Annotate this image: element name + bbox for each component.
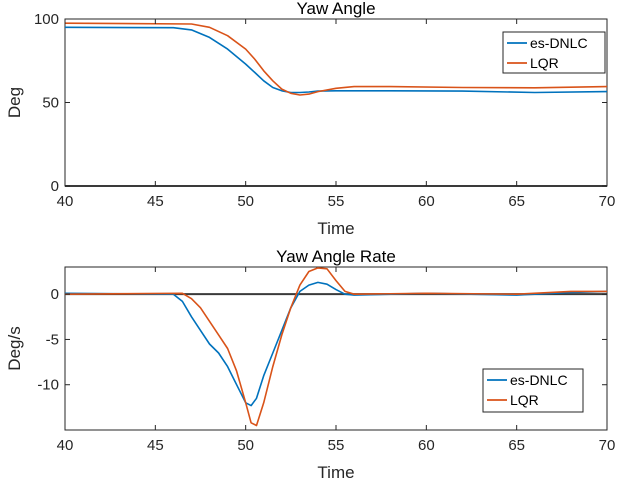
x-tick-label: 50 — [237, 193, 254, 210]
y-tick-label: -10 — [37, 377, 59, 394]
legend-box — [482, 368, 584, 413]
x-tick-label: 50 — [237, 437, 254, 454]
y-axis-label: Deg — [5, 87, 24, 118]
x-tick-label: 65 — [508, 193, 525, 210]
y-tick-label: 0 — [51, 286, 59, 303]
chart-2: 40 45 50 55 60 65 70 -10 -5 0 Yaw Angle Rate Time De… — [5, 247, 615, 482]
legend-label-lqr: LQR — [510, 392, 539, 408]
x-axis-label: Time — [317, 219, 354, 238]
x-axis-label: Time — [317, 463, 354, 482]
legend: es-DNLC LQR — [482, 368, 584, 413]
y-tick-label: 100 — [34, 11, 59, 28]
x-tick-label: 55 — [328, 437, 345, 454]
legend-label-lqr: LQR — [530, 55, 559, 71]
x-tick-label: 70 — [599, 437, 616, 454]
legend-label-es-dnlc: es-DNLC — [510, 372, 568, 388]
x-tick-label: 65 — [508, 437, 525, 454]
legend-label-es-dnlc: es-DNLC — [530, 35, 588, 51]
legend-box — [502, 31, 606, 74]
chart-title: Yaw Angle — [296, 0, 375, 18]
x-tick-label: 60 — [418, 193, 435, 210]
x-tick-label: 45 — [147, 193, 164, 210]
x-tick-label: 40 — [57, 437, 74, 454]
series-line-lqr — [64, 22, 608, 96]
x-tick-label: 70 — [599, 193, 616, 210]
series-line-es-dnlc — [64, 26, 608, 94]
x-tick-label: 40 — [57, 193, 74, 210]
y-tick-label: 50 — [42, 95, 59, 112]
series-line-es-dnlc — [64, 281, 608, 407]
y-tick-label: 0 — [51, 178, 59, 195]
x-tick-label: 60 — [418, 437, 435, 454]
chart-1: 40 45 50 55 60 65 70 0 50 100 Yaw Angle Time Deg es-D… — [5, 0, 615, 238]
x-tick-label: 45 — [147, 437, 164, 454]
y-axis-label: Deg/s — [5, 326, 24, 370]
legend: es-DNLC LQR — [502, 31, 606, 74]
chart-title: Yaw Angle Rate — [276, 247, 396, 266]
series-line-lqr — [64, 267, 607, 427]
x-tick-label: 55 — [328, 193, 345, 210]
y-tick-label: -5 — [46, 331, 59, 348]
